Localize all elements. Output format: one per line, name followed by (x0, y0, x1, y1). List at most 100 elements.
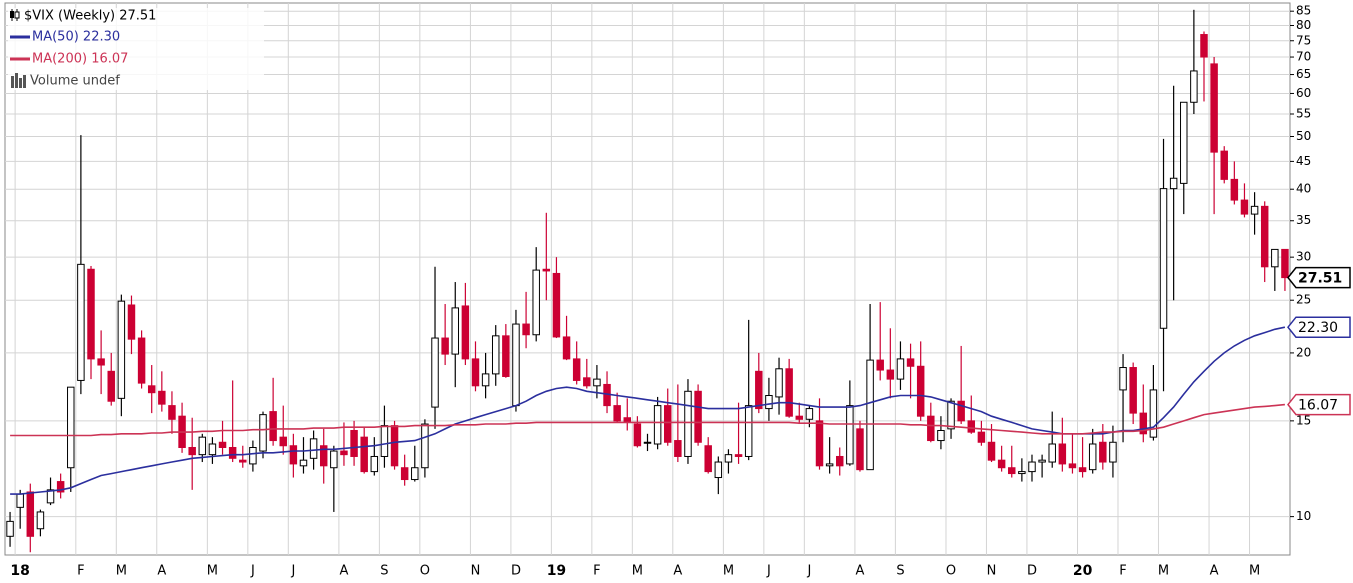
price-flag-label: 16.07 (1298, 398, 1338, 414)
x-tick-label: S (380, 564, 388, 579)
candle-body (147, 385, 156, 394)
candle-body (613, 405, 621, 422)
candle-body (663, 405, 672, 443)
y-tick-label: 80 (1296, 18, 1311, 32)
candle-body (158, 390, 166, 405)
x-tick-label: 19 (547, 563, 566, 579)
x-tick-label: D (1027, 564, 1037, 579)
x-tick-label: A (157, 564, 166, 579)
candle-body (765, 395, 773, 410)
candle-body (744, 405, 753, 457)
x-tick-label: A (1210, 564, 1219, 579)
candle-body (866, 359, 874, 471)
candle-body (1048, 443, 1056, 463)
candle-body (937, 429, 945, 442)
candle-body (411, 467, 419, 481)
x-tick-label: 18 (10, 563, 29, 579)
candle-body (249, 446, 257, 465)
candle-body (1109, 441, 1117, 463)
x-tick-label: 20 (1073, 563, 1093, 579)
candle-body (309, 438, 318, 459)
candle-body (704, 445, 712, 473)
candle-body (583, 377, 591, 387)
candle-body (633, 423, 642, 447)
candle-body (208, 443, 217, 456)
y-tick-label: 10 (1296, 509, 1311, 523)
candle-body (856, 428, 864, 471)
candle-body (1018, 471, 1026, 475)
candle-body (1028, 461, 1036, 473)
candle-body (522, 323, 530, 336)
y-tick-label: 25 (1296, 293, 1311, 307)
candle-body (218, 441, 227, 448)
candle-body (431, 337, 439, 408)
x-tick-label: N (471, 564, 481, 579)
candle-body (653, 405, 662, 445)
candle-body (1129, 367, 1137, 414)
candle-body (967, 420, 976, 433)
x-tick-label: S (896, 564, 904, 579)
candle-body (198, 436, 207, 456)
candle-body (1119, 367, 1127, 391)
candle-body (755, 370, 763, 410)
candle-body (896, 358, 905, 380)
candle-body (916, 365, 925, 417)
candle-body (1038, 459, 1046, 463)
candle-body (1281, 248, 1289, 279)
candle-body (846, 405, 854, 465)
candle-body (836, 455, 844, 467)
candle-body (340, 450, 348, 456)
x-tick-label: J (290, 564, 295, 579)
candle-body (117, 300, 126, 399)
candle-body (643, 441, 652, 444)
candle-body (542, 268, 551, 272)
candle-body (56, 481, 65, 493)
candle-body (1220, 150, 1228, 180)
candle-body (825, 463, 834, 467)
candle-body (1149, 389, 1158, 438)
candle-body (1159, 188, 1168, 329)
x-tick-label: A (856, 564, 865, 579)
x-tick-label: A (673, 564, 682, 579)
candle-body (6, 520, 14, 537)
candle-body (491, 335, 500, 375)
x-tick-label: O (420, 564, 430, 579)
data (6, 9, 1289, 553)
candle-body (775, 368, 783, 398)
candle-body (279, 436, 287, 447)
candle-icon (10, 9, 20, 21)
price-flag (1287, 316, 1351, 338)
candle-body (360, 436, 368, 473)
candle-body (259, 414, 267, 452)
candle-body (1008, 467, 1016, 475)
price-flag-label: 27.51 (1298, 271, 1342, 287)
candle-body (46, 489, 55, 504)
legend-entry: MA(200) 16.07 (32, 52, 128, 67)
candle-body (957, 400, 965, 422)
candle-body (390, 425, 399, 467)
candle-body (289, 445, 298, 465)
x-tick-label: F (1119, 564, 1126, 579)
candle-body (481, 373, 490, 387)
x-tick-label: F (593, 564, 600, 579)
candle-body (502, 335, 510, 377)
candle-body (421, 423, 429, 469)
volume-icon (11, 73, 26, 88)
candle-body (512, 323, 520, 407)
candle-body (127, 304, 136, 340)
x-tick-label: M (207, 564, 218, 579)
y-tick-label: 60 (1296, 86, 1311, 100)
y-tick-label: 20 (1296, 345, 1311, 359)
candle-body (947, 400, 955, 430)
candle-body (1210, 63, 1218, 153)
candle-body (188, 446, 196, 456)
candle-body (1260, 205, 1269, 268)
candle-body (319, 445, 328, 467)
candle-body (269, 411, 277, 442)
x-tick-label: N (987, 564, 997, 579)
candle-body (1088, 443, 1097, 471)
candle-body (299, 459, 308, 467)
candle-body (471, 358, 480, 387)
y-tick-label: 35 (1296, 213, 1311, 227)
y-tick-label: 70 (1296, 50, 1311, 64)
